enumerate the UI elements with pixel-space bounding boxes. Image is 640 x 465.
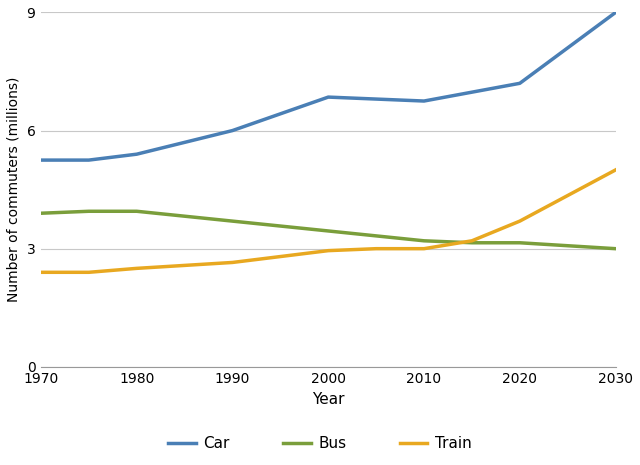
Bus bbox=[37, 211, 45, 216]
Bus bbox=[516, 240, 524, 246]
Car bbox=[37, 157, 45, 163]
Bus bbox=[133, 208, 141, 214]
Car bbox=[228, 128, 236, 133]
Car bbox=[133, 152, 141, 157]
Bus bbox=[468, 240, 476, 246]
Car bbox=[516, 80, 524, 86]
Line: Train: Train bbox=[41, 170, 616, 272]
Legend: Car, Bus, Train: Car, Bus, Train bbox=[162, 430, 478, 458]
Car bbox=[612, 10, 620, 15]
Car bbox=[420, 98, 428, 104]
Train bbox=[372, 246, 380, 252]
Train bbox=[612, 167, 620, 173]
Line: Bus: Bus bbox=[41, 211, 616, 249]
Train bbox=[420, 246, 428, 252]
Car bbox=[324, 94, 332, 100]
Line: Car: Car bbox=[41, 13, 616, 160]
Train bbox=[468, 238, 476, 244]
Train bbox=[228, 259, 236, 265]
Train bbox=[85, 270, 93, 275]
Bus bbox=[228, 219, 236, 224]
Y-axis label: Number of commuters (millions): Number of commuters (millions) bbox=[7, 77, 21, 302]
Train bbox=[516, 219, 524, 224]
X-axis label: Year: Year bbox=[312, 392, 344, 407]
Bus bbox=[420, 238, 428, 244]
Train bbox=[133, 266, 141, 271]
Train bbox=[324, 248, 332, 253]
Car bbox=[85, 157, 93, 163]
Train bbox=[37, 270, 45, 275]
Bus bbox=[612, 246, 620, 252]
Bus bbox=[85, 208, 93, 214]
Bus bbox=[324, 228, 332, 234]
